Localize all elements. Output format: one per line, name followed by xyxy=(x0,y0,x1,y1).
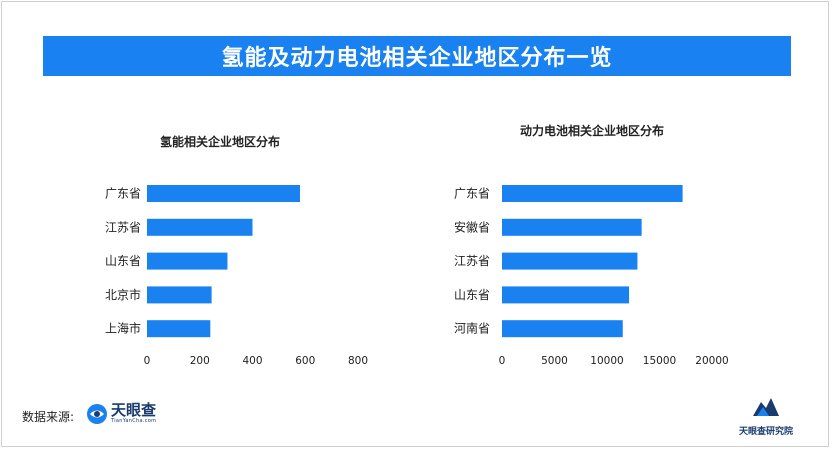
tick-label-1-3: 15000 xyxy=(643,355,676,367)
tick-label-1-2: 10000 xyxy=(590,355,623,367)
category-label-0-0: 广东省 xyxy=(105,187,141,201)
logo-url: TianYanCha.com xyxy=(111,418,157,424)
bar-0-0 xyxy=(147,185,300,202)
institute-logo: 天眼查研究院 xyxy=(733,394,799,437)
category-label-0-3: 北京市 xyxy=(105,287,141,302)
bar-1-3 xyxy=(502,286,630,304)
source-label: 数据来源: xyxy=(22,410,75,424)
category-label-1-4: 河南省 xyxy=(454,321,490,336)
bar-1-2 xyxy=(502,252,638,270)
category-label-1-2: 江苏省 xyxy=(454,254,490,268)
tick-label-1-4: 20000 xyxy=(695,355,728,367)
category-label-1-0: 广东省 xyxy=(454,187,490,201)
bar-0-3 xyxy=(147,286,212,304)
category-label-0-4: 上海市 xyxy=(105,321,141,336)
bar-1-1 xyxy=(502,218,642,236)
category-label-1-3: 山东省 xyxy=(454,288,490,302)
tick-label-1-0: 0 xyxy=(499,355,506,367)
category-label-1-1: 安徽省 xyxy=(454,219,490,234)
tick-label-0-3: 600 xyxy=(295,355,315,367)
tick-label-1-1: 5000 xyxy=(541,355,568,367)
bar-0-2 xyxy=(147,252,228,270)
bar-1-4 xyxy=(502,320,623,338)
bar-1-0 xyxy=(502,185,683,202)
chart-title-right: 动力电池相关企业地区分布 xyxy=(520,124,665,138)
page-title: 氢能及动力电池相关企业地区分布一览 xyxy=(43,36,791,76)
bar-0-1 xyxy=(147,218,253,236)
institute-mountain-icon xyxy=(753,398,779,416)
category-label-0-2: 山东省 xyxy=(105,254,141,268)
logo-name: 天眼查 xyxy=(111,401,157,419)
chart-title-left: 氢能相关企业地区分布 xyxy=(160,135,281,149)
tick-label-0-1: 200 xyxy=(190,355,210,367)
tick-label-0-0: 0 xyxy=(144,355,151,367)
tianyancha-logo: 天眼查 TianYanCha.com xyxy=(86,402,156,425)
bar-0-4 xyxy=(147,320,211,338)
category-label-0-1: 江苏省 xyxy=(105,220,141,234)
tick-label-0-2: 400 xyxy=(242,355,262,367)
institute-name: 天眼查研究院 xyxy=(738,427,793,437)
tick-label-0-4: 800 xyxy=(348,355,368,367)
eye-logo-icon xyxy=(87,403,107,424)
